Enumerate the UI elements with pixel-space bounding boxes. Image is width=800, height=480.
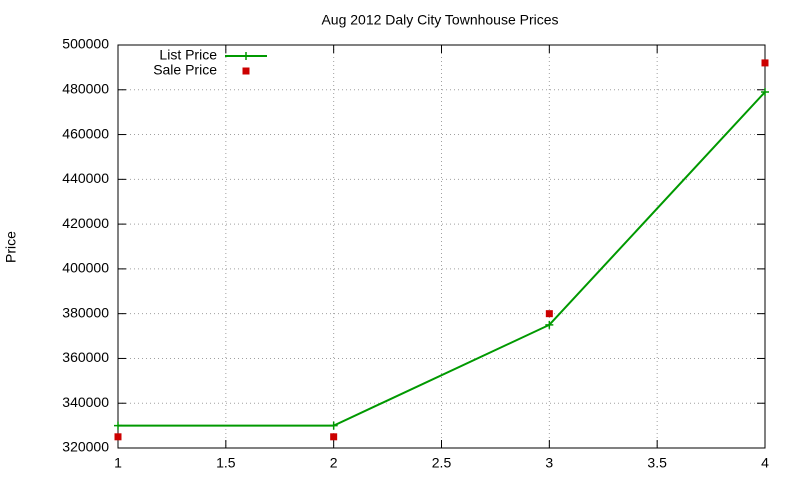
point-marker [761,59,769,67]
x-tick-label: 1.5 [216,455,236,471]
x-tick-label: 2.5 [432,455,452,471]
point-marker [545,320,554,329]
point-marker [330,433,338,441]
point-marker [329,421,338,430]
y-tick-label: 440000 [62,170,109,186]
point-marker [114,433,122,441]
y-tick-label: 340000 [62,394,109,410]
x-tick-label: 4 [761,455,769,471]
x-tick-label: 2 [330,455,338,471]
legend-marker [242,52,250,60]
y-tick-label: 420000 [62,215,109,231]
y-tick-label: 400000 [62,260,109,276]
y-tick-label: 320000 [62,439,109,455]
point-marker [761,88,769,97]
chart-title: Aug 2012 Daly City Townhouse Prices [321,12,558,28]
legend-label: List Price [159,47,217,63]
plot-border [117,44,766,449]
x-tick-label: 3 [545,455,553,471]
y-tick-label: 460000 [62,125,109,141]
legend-marker [242,67,250,75]
y-tick-label: 480000 [62,80,109,96]
y-tick-label: 360000 [62,349,109,365]
y-tick-label: 380000 [62,304,109,320]
y-axis-label: Price [3,231,19,263]
point-marker [545,310,553,318]
x-tick-label: 1 [114,455,122,471]
point-marker [114,421,122,430]
y-tick-label: 500000 [62,36,109,52]
legend-label: Sale Price [153,62,217,78]
series-line [118,91,766,427]
x-tick-label: 3.5 [647,455,667,471]
